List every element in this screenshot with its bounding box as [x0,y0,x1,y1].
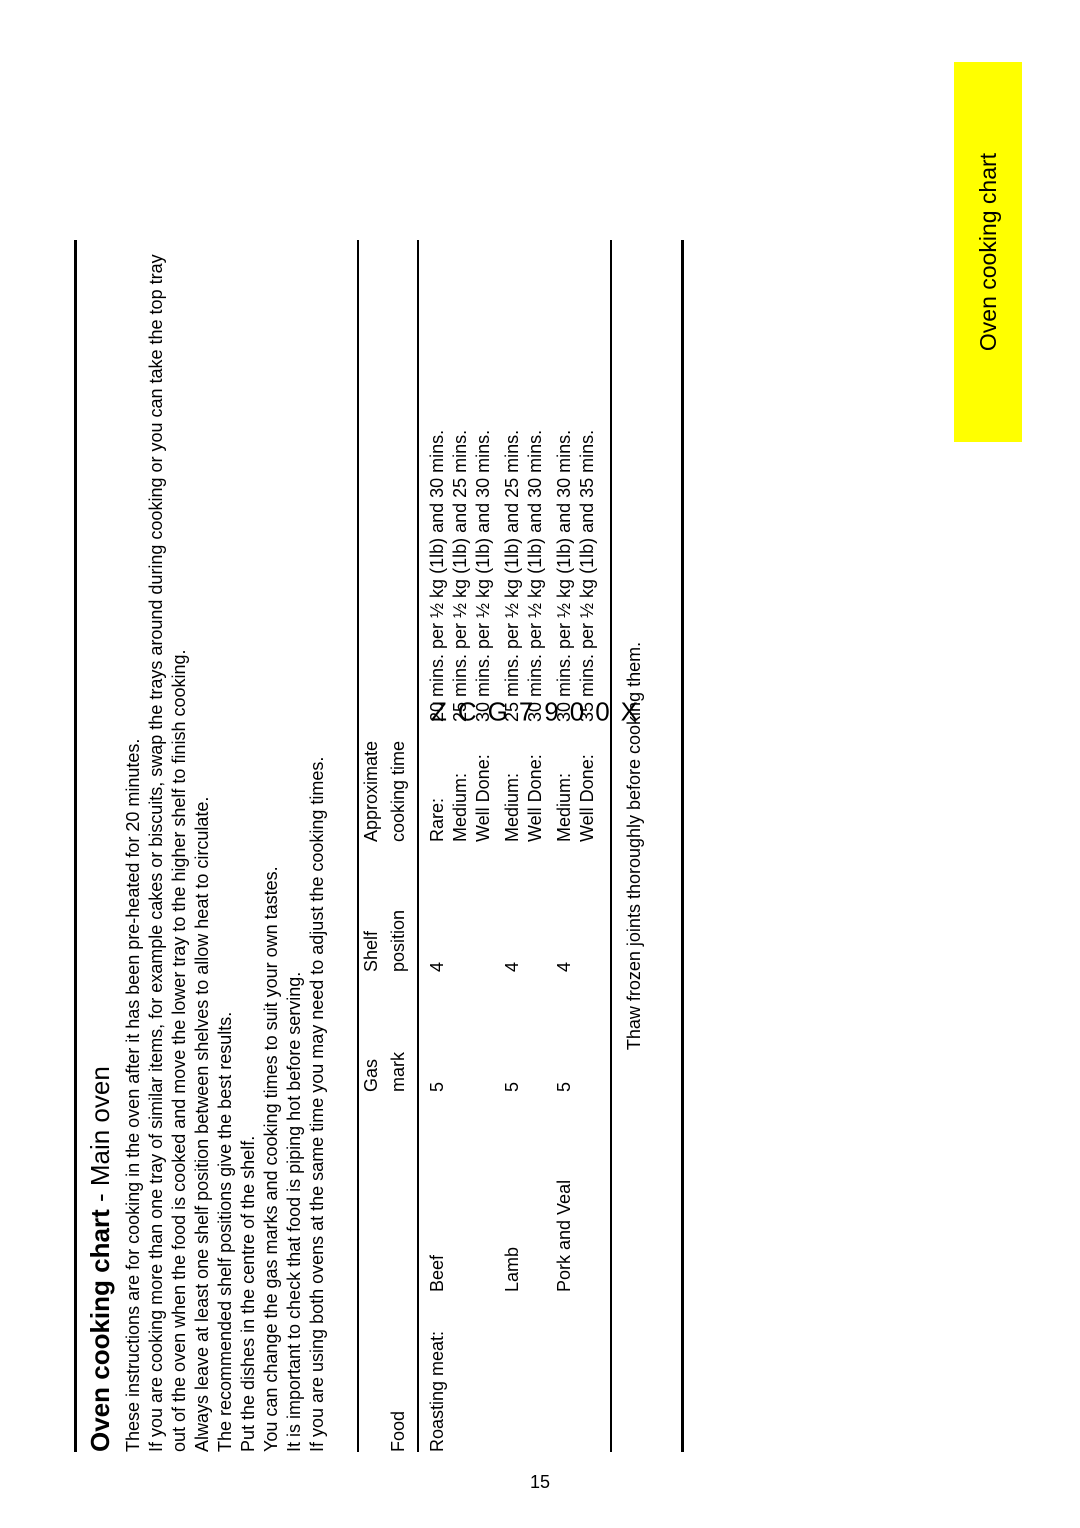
time-value: 20 mins. per ½ kg (1lb) and 30 mins. [427,240,448,722]
cell-shelf: 4 [423,842,498,972]
cooking-table-wrap: Food Gas Shelf Approximate mark position… [357,240,645,1452]
th-food: Food [388,1411,408,1452]
title-sep: - [85,1186,115,1209]
th-approx2: cooking time [388,741,408,842]
cell-gas: 5 [550,972,602,1092]
cell-item: Beef [423,1092,498,1292]
cell-gas: 5 [498,972,550,1092]
time-label: Medium: [502,722,523,842]
time-label: Rare: [427,722,448,842]
cell-times: Medium: 30 mins. per ½ kg (1lb) and 30 m… [550,240,602,842]
section-tab-label: Oven cooking chart [975,153,1002,351]
instruction-line: Put the dishes in the centre of the shel… [237,240,260,1452]
cooking-table-body: Roasting meat: Beef 5 4 Rare: 20 mins. p… [413,240,616,1452]
cell-shelf: 4 [498,842,550,972]
time-label: Medium: [554,722,575,842]
time-value: 35 mins. per ½ kg (1lb) and 35 mins. [577,240,598,722]
cell-times: Medium: 25 mins. per ½ kg (1lb) and 25 m… [498,240,550,842]
title-bold: Oven cooking chart [85,1209,115,1452]
instruction-line: These instructions are for cooking in th… [122,240,145,1452]
top-rule [74,240,77,1452]
instruction-line: The recommended shelf positions give the… [214,240,237,1452]
time-label: Well Done: [473,722,494,842]
page-title: Oven cooking chart - Main oven [85,240,116,1452]
th-gas1: Gas [361,1059,381,1092]
cell-category: Roasting meat: [423,1292,498,1452]
time-label: Well Done: [577,722,598,842]
title-regular: Main oven [85,1066,115,1186]
time-value: 30 mins. per ½ kg (1lb) and 30 mins. [525,240,546,722]
th-shelf2: position [388,910,408,972]
table-footnote: Thaw frozen joints thoroughly before coo… [624,240,645,1452]
table-row: Lamb 5 4 Medium: 25 mins. per ½ kg (1lb)… [498,240,550,1452]
cell-times: Rare: 20 mins. per ½ kg (1lb) and 30 min… [423,240,498,842]
bottom-rule [681,240,684,1452]
instruction-line: If you are cooking more than one tray of… [145,240,191,1452]
page-number: 15 [530,1472,550,1493]
time-label: Well Done: [525,722,546,842]
instruction-line: If you are using both ovens at the same … [306,240,329,1452]
time-value: 30 mins. per ½ kg (1lb) and 30 mins. [554,240,575,722]
model-code: ZCG7900X [431,697,649,728]
cell-item: Pork and Veal [550,1092,602,1292]
time-value: 30 mins. per ½ kg (1lb) and 30 mins. [473,240,494,722]
instruction-line: Always leave at least one shelf position… [191,240,214,1452]
instruction-line: It is important to check that food is pi… [283,240,306,1452]
th-shelf1: Shelf [361,931,381,972]
cell-item: Lamb [498,1092,550,1292]
cell-gas: 5 [423,972,498,1092]
instruction-line: You can change the gas marks and cooking… [260,240,283,1452]
th-approx1: Approximate [361,741,381,842]
instructions-block: These instructions are for cooking in th… [122,240,329,1452]
table-header-rule [417,240,419,1452]
th-gas2: mark [388,1052,408,1092]
table-bottom-rule [610,240,612,1452]
time-value: 25 mins. per ½ kg (1lb) and 25 mins. [450,240,471,722]
table-row: Roasting meat: Beef 5 4 Rare: 20 mins. p… [423,240,498,1452]
table-row: Pork and Veal 5 4 Medium: 30 mins. per ½… [550,240,602,1452]
time-label: Medium: [450,722,471,842]
cooking-table: Food Gas Shelf Approximate mark position… [359,240,616,1452]
time-value: 25 mins. per ½ kg (1lb) and 25 mins. [502,240,523,722]
section-tab: Oven cooking chart [954,62,1022,442]
cell-shelf: 4 [550,842,602,972]
